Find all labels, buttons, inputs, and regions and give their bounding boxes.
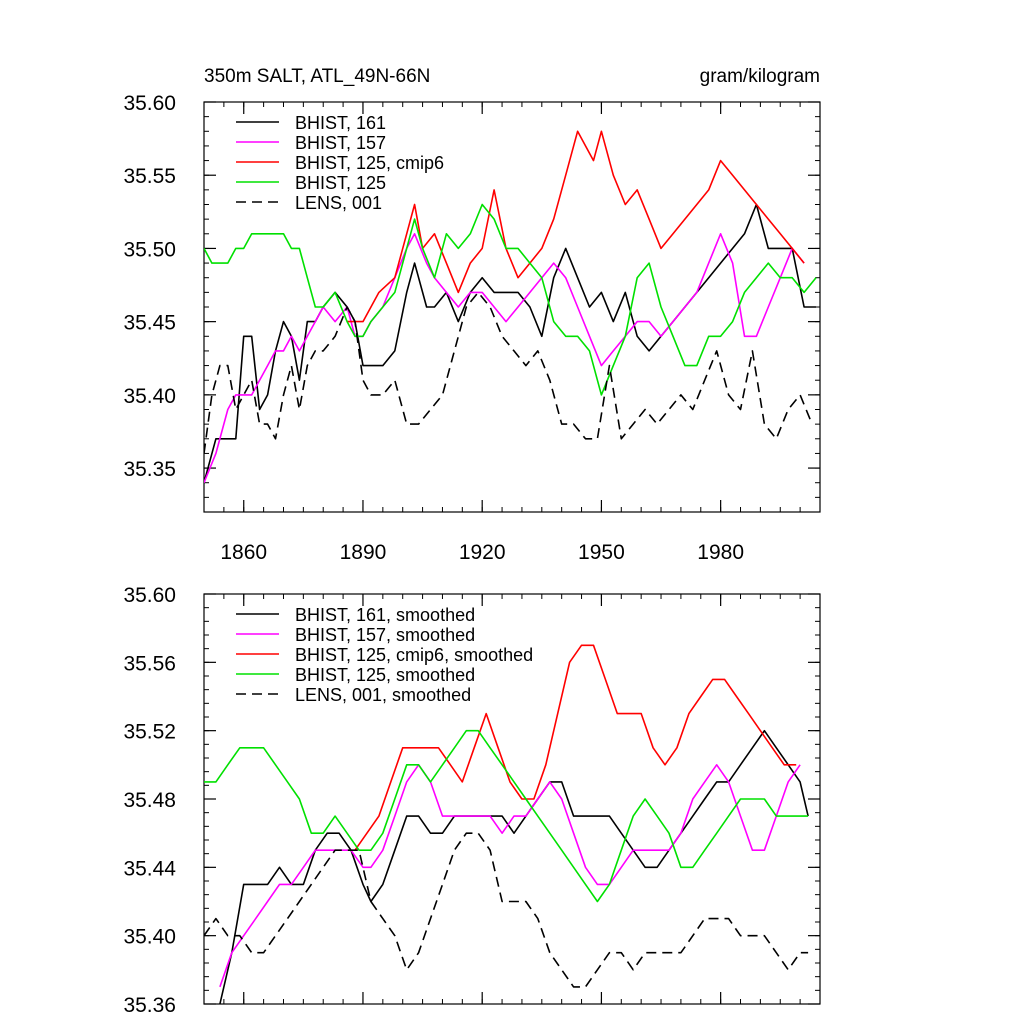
y-tick-label: 35.60 <box>123 92 176 115</box>
x-tick-label: 1980 <box>697 541 744 564</box>
series-group <box>204 130 817 484</box>
chart-units: gram/kilogram <box>700 66 820 87</box>
x-tick-label: 1920 <box>459 541 506 564</box>
top-panel: 35.35 35.40 35.45 35.50 35.55 35.60 1860 1890 19… <box>123 92 821 564</box>
series-line-bhist-125-cmip6 <box>347 130 805 323</box>
legend-label: BHIST, 161 <box>295 113 386 133</box>
series-line-bhist-161-smoothed <box>219 729 809 1004</box>
x-tick-label: 1950 <box>578 541 625 564</box>
legend-label: BHIST, 157 <box>295 133 386 153</box>
y-tick-label: 35.44 <box>123 857 176 880</box>
x-tick-label: 1860 <box>220 541 267 564</box>
y-tick-label: 35.36 <box>123 994 176 1017</box>
y-tick-label: 35.45 <box>123 312 176 335</box>
legend-label: LENS, 001, smoothed <box>295 685 471 705</box>
legend-label: BHIST, 125, cmip6 <box>295 153 444 173</box>
series-group <box>204 644 809 1004</box>
bottom-panel: 35.36 35.40 35.44 35.48 35.52 35.56 35.60 BHIST… <box>123 584 821 1017</box>
series-line-lens-001 <box>204 291 813 454</box>
series-line-bhist-125-cmip6-smoothed <box>354 644 797 851</box>
legend-label: BHIST, 125, cmip6, smoothed <box>295 645 533 665</box>
y-tick-label: 35.50 <box>123 238 176 261</box>
legend-label: BHIST, 125, smoothed <box>295 665 475 685</box>
series-line-lens-001-smoothed <box>204 832 809 988</box>
x-tick-label: 1890 <box>340 541 387 564</box>
legend-label: BHIST, 157, smoothed <box>295 625 475 645</box>
legend-label: LENS, 001 <box>295 193 382 213</box>
series-line-bhist-157 <box>204 233 805 484</box>
legend-label: BHIST, 125 <box>295 173 386 193</box>
y-tick-label: 35.56 <box>123 652 176 675</box>
series-line-bhist-157-smoothed <box>219 763 801 988</box>
y-tick-label: 35.35 <box>123 458 176 481</box>
y-tick-label: 35.40 <box>123 385 176 408</box>
series-line-bhist-125-smoothed <box>204 729 809 903</box>
legend-label: BHIST, 161, smoothed <box>295 605 475 625</box>
y-tick-label: 35.48 <box>123 789 176 812</box>
y-tick-label: 35.40 <box>123 926 176 949</box>
y-tick-label: 35.55 <box>123 165 176 188</box>
y-tick-label: 35.52 <box>123 721 176 744</box>
y-tick-label: 35.60 <box>123 584 176 607</box>
chart-title: 350m SALT, ATL_49N-66N <box>204 66 430 87</box>
series-line-bhist-125 <box>204 203 817 396</box>
series-line-bhist-161 <box>204 203 816 483</box>
